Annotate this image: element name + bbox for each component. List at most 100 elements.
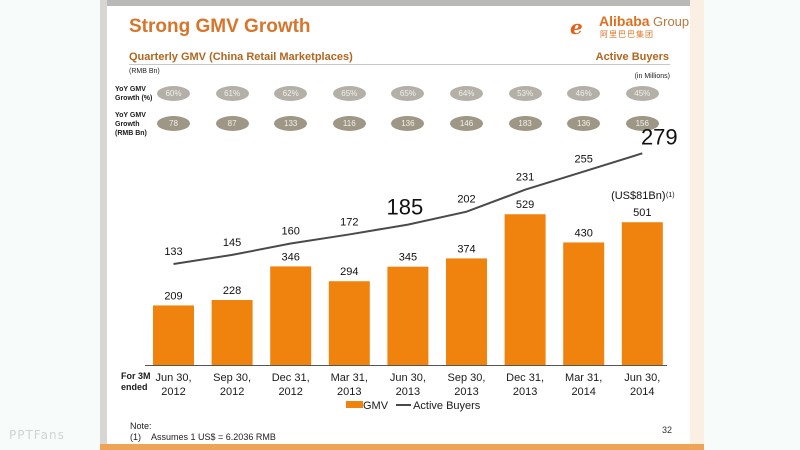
yoy-pct-pill: 65% <box>332 86 366 101</box>
yoy-pct-pill: 45% <box>625 86 659 101</box>
note-heading: Note: <box>130 421 152 431</box>
x-tick-label: Mar 31, 2013 <box>314 371 384 399</box>
x-tick-line: Mar 31, <box>565 372 603 384</box>
gmv-bar <box>270 266 312 365</box>
yoy-amt-pill: 78 <box>157 116 190 131</box>
x-tick-line: Dec 31, <box>506 372 545 384</box>
x-tick-line: 2012 <box>161 386 186 398</box>
gmv-bar <box>504 214 546 365</box>
alibaba-logo: e Alibaba Group 阿里巴巴集团 <box>570 13 690 39</box>
yoy-amt-label-line: YoY GMV <box>115 112 146 119</box>
yoy-amt-pill: 183 <box>508 116 542 131</box>
yoy-amt-pill: 87 <box>215 116 249 131</box>
active-buyers-data-label: 160 <box>282 226 300 238</box>
gmv-data-label: 374 <box>457 243 475 255</box>
gmv-data-label: 501 <box>633 207 651 219</box>
usd-annotation-ref: (1) <box>666 192 675 199</box>
gmv-bar <box>211 300 253 365</box>
x-tick-line: Dec 31, <box>271 372 310 384</box>
chart-subtitle: Quarterly GMV (China Retail Marketplaces… <box>129 51 353 63</box>
chart-legend: GMV Active Buyers <box>346 400 480 412</box>
logo-brand: Alibaba <box>599 13 650 29</box>
x-tick-line: Jun 30, <box>155 372 192 384</box>
x-tick-line: 2014 <box>630 386 655 398</box>
usd-annotation: (US$81Bn) <box>611 190 665 202</box>
active-buyers-data-label: 172 <box>340 216 358 228</box>
x-tick-line: 2012 <box>219 386 245 398</box>
x-tick-line: Mar 31, <box>330 372 368 384</box>
yoy-pct-pill: 64% <box>450 86 483 101</box>
x-tick-label: Jun 30, 2013 <box>373 371 443 399</box>
yoy-pct-pill: 46% <box>567 86 601 101</box>
note-ref: (1) <box>130 432 141 442</box>
active-buyers-data-label: 133 <box>164 246 182 258</box>
legend-buyers-swatch <box>396 404 412 406</box>
slide-right-edge <box>690 0 704 450</box>
x-tick-label: Sep 30, 2013 <box>432 371 502 399</box>
x-axis-title-text: For 3M ended <box>121 371 151 392</box>
yoy-amt-label-line: (RMB Bn) <box>115 130 147 137</box>
gmv-bar <box>153 305 194 365</box>
slide-bottom-bar <box>100 444 704 450</box>
note-text: Assumes 1 US$ = 6.2036 RMB <box>151 432 276 442</box>
slide-top-edge <box>100 0 690 6</box>
active-buyers-heading: Active Buyers <box>595 51 669 63</box>
yoy-pct-pill: 61% <box>215 86 249 101</box>
yoy-amt-pill: 116 <box>332 116 366 131</box>
active-buyers-highlight-label: 185 <box>387 195 424 220</box>
legend-gmv-label: GMV <box>363 400 389 412</box>
logo-group: Group <box>653 14 690 29</box>
slide-left-edge <box>100 0 107 450</box>
gmv-data-label: 346 <box>282 251 300 263</box>
gmv-data-label: 209 <box>164 290 182 302</box>
yoy-pct-row-label: YoY GMV Growth (%) <box>115 85 152 103</box>
yoy-amt-pill: 136 <box>567 116 601 131</box>
x-tick-line: Jun 30, <box>389 372 426 384</box>
x-tick-line: Jun 30, <box>624 372 661 384</box>
x-tick-line: 2013 <box>454 386 479 398</box>
gmv-data-label: 228 <box>223 285 241 297</box>
footnote: Note: (1) Assumes 1 US$ = 6.2036 RMB <box>130 421 276 443</box>
yoy-pct-pill: 60% <box>157 86 190 101</box>
alibaba-e-icon: e <box>570 15 583 39</box>
unit-right: (in Millions) <box>634 73 670 80</box>
x-tick-line: Sep 30, <box>213 372 252 384</box>
yoy-amt-pill: 146 <box>450 116 483 131</box>
gmv-data-label: 430 <box>575 227 593 239</box>
x-tick-line: 2013 <box>337 386 362 398</box>
slide <box>100 0 690 450</box>
gmv-data-label: 529 <box>516 199 534 211</box>
active-buyers-data-label: 231 <box>516 172 534 184</box>
x-tick-label: Sep 30, 2012 <box>197 371 267 399</box>
header-divider <box>129 64 670 65</box>
legend-gmv-swatch <box>346 401 363 408</box>
x-tick-label: Dec 31, 2013 <box>490 371 560 399</box>
legend-buyers-label: Active Buyers <box>413 400 481 412</box>
gmv-data-label: 294 <box>340 266 358 278</box>
active-buyers-highlight-label: 279 <box>641 124 678 149</box>
unit-left: (RMB Bn) <box>129 68 160 75</box>
x-tick-label: Mar 31, 2014 <box>549 371 619 399</box>
active-buyers-line <box>173 152 643 265</box>
active-buyers-data-label: 255 <box>575 154 593 166</box>
x-tick-line: 2013 <box>395 386 421 398</box>
active-buyers-data-label: 145 <box>223 237 241 249</box>
active-buyers-data-label: 202 <box>457 194 475 206</box>
logo-chinese: 阿里巴巴集团 <box>600 30 654 39</box>
page-number: 32 <box>662 425 673 435</box>
slide-title: Strong GMV Growth <box>129 16 311 37</box>
watermark: PPTFans <box>9 428 65 442</box>
yoy-pct-label-line: Growth (%) <box>115 95 153 102</box>
gmv-bar <box>621 222 663 365</box>
x-axis-title: For 3M ended <box>121 371 157 393</box>
x-tick-line: Sep 30, <box>447 372 486 384</box>
note-item: (1) Assumes 1 US$ = 6.2036 RMB <box>130 432 276 443</box>
gmv-bar <box>328 281 370 365</box>
gmv-data-label: 345 <box>399 252 417 264</box>
yoy-amt-label-line: Growth <box>115 121 140 128</box>
x-tick-line: 2014 <box>571 386 596 398</box>
yoy-amt-pill: 156 <box>625 116 659 131</box>
x-tick-label: Dec 31, 2012 <box>256 371 326 399</box>
gmv-bar <box>563 242 605 365</box>
